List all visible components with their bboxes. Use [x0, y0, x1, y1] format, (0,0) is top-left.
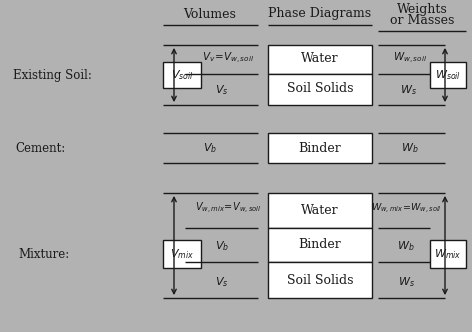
Text: $V_b$: $V_b$	[215, 239, 229, 253]
Text: $V_{mix}$: $V_{mix}$	[170, 247, 194, 261]
Bar	[268, 45, 372, 74]
Text: Water: Water	[301, 204, 339, 216]
Text: Soil Solids: Soil Solids	[287, 82, 353, 96]
Text: or Masses: or Masses	[390, 15, 454, 28]
Text: Volumes: Volumes	[184, 8, 236, 21]
Bar	[163, 62, 201, 88]
Bar	[430, 62, 466, 88]
Text: Mixture:: Mixture:	[18, 248, 70, 262]
Text: Binder: Binder	[299, 238, 341, 252]
Bar	[268, 74, 372, 105]
Text: $W_s$: $W_s$	[397, 275, 414, 289]
Text: $V_b$: $V_b$	[203, 141, 217, 155]
Text: $W_b$: $W_b$	[397, 239, 415, 253]
Bar	[268, 133, 372, 163]
Text: $V_s$: $V_s$	[215, 83, 229, 97]
Text: Weights: Weights	[396, 4, 447, 17]
Text: Phase Diagrams: Phase Diagrams	[269, 8, 371, 21]
Text: $V_v\!=\!V_{w,soil}$: $V_v\!=\!V_{w,soil}$	[202, 50, 254, 65]
Bar	[268, 193, 372, 228]
Text: $V_{w,mix}\!=\!V_{w,soil}$: $V_{w,mix}\!=\!V_{w,soil}$	[194, 201, 261, 215]
Text: $V_{soil}$: $V_{soil}$	[171, 68, 194, 82]
Text: $W_{w,soil}$: $W_{w,soil}$	[393, 50, 427, 65]
Text: Soil Solids: Soil Solids	[287, 274, 353, 287]
Text: Cement:: Cement:	[15, 141, 65, 154]
Text: $W_b$: $W_b$	[401, 141, 419, 155]
Text: $W_{w,mix}\!=\!W_{w,soil}$: $W_{w,mix}\!=\!W_{w,soil}$	[371, 201, 441, 215]
Bar	[430, 240, 466, 268]
Text: $W_s$: $W_s$	[400, 83, 416, 97]
Bar	[268, 262, 372, 298]
Text: Existing Soil:: Existing Soil:	[13, 68, 92, 81]
Text: $W_{mix}$: $W_{mix}$	[434, 247, 462, 261]
Text: Water: Water	[301, 52, 339, 65]
Bar	[163, 240, 201, 268]
Text: $V_s$: $V_s$	[215, 275, 229, 289]
Text: $W_{soil}$: $W_{soil}$	[435, 68, 461, 82]
Text: Binder: Binder	[299, 141, 341, 154]
Bar	[268, 228, 372, 262]
